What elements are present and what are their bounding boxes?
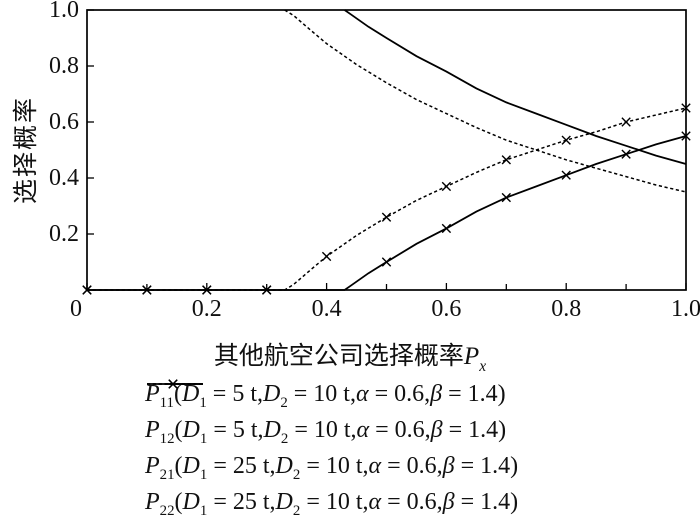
series-line-P11 xyxy=(344,9,687,165)
legend-item-P21: P21(D1 = 25 t,D2 = 10 t,α = 0.6,β = 1.4) xyxy=(145,383,519,484)
x-tick-label: 0 xyxy=(70,296,82,322)
x-marker xyxy=(441,181,452,192)
x-marker xyxy=(561,135,571,145)
series-P22 xyxy=(82,103,691,295)
series-P11 xyxy=(344,9,687,165)
x-marker xyxy=(82,285,92,295)
series-line-P21 xyxy=(284,9,687,193)
y-tick-label: 0.4 xyxy=(49,165,79,191)
chart-canvas xyxy=(82,9,691,295)
legend-item-P11: P11(D1 = 5 t,D2 = 10 t,α = 0.6,β = 1.4) xyxy=(145,376,518,412)
x-marker xyxy=(441,223,452,234)
series-line-P12 xyxy=(87,135,687,291)
x-marker xyxy=(168,379,178,389)
legend-sample-dash-x-icon xyxy=(147,379,203,389)
x-marker xyxy=(681,131,691,141)
x-marker xyxy=(561,170,571,180)
x-marker xyxy=(262,285,272,295)
legend-label-P22: P22(D1 = 25 t,D2 = 10 t,α = 0.6,β = 1.4) xyxy=(145,488,519,519)
y-tick-label: 0.2 xyxy=(49,221,79,247)
x-axis-title: 其他航空公司选择概率Px xyxy=(213,343,487,375)
x-marker xyxy=(321,251,332,262)
y-tick-label: 1.0 xyxy=(49,0,79,23)
x-tick-label: 1.0 xyxy=(671,296,700,322)
series-line-P22 xyxy=(87,107,687,291)
plot-box xyxy=(86,9,687,291)
y-tick-label: 0.8 xyxy=(49,53,79,79)
y-tick-label: 0.6 xyxy=(49,109,79,135)
x-marker xyxy=(621,149,631,159)
x-tick-label: 0.2 xyxy=(191,296,222,322)
legend: P11(D1 = 5 t,D2 = 10 t,α = 0.6,β = 1.4) P… xyxy=(145,376,518,519)
x-marker xyxy=(202,285,212,295)
series-P21 xyxy=(284,9,687,193)
legend-item-P12: P12(D1 = 5 t,D2 = 10 t,α = 0.6,β = 1.4) xyxy=(145,379,518,448)
x-marker xyxy=(681,103,691,113)
x-marker xyxy=(381,257,392,267)
x-marker xyxy=(501,192,511,203)
x-marker xyxy=(501,155,511,165)
x-tick-label: 0.8 xyxy=(551,296,582,322)
legend-label-P11: P11(D1 = 5 t,D2 = 10 t,α = 0.6,β = 1.4) xyxy=(145,380,506,411)
x-tick-label: 0.6 xyxy=(431,296,462,322)
x-marker xyxy=(621,117,631,127)
legend-label-P21: P21(D1 = 25 t,D2 = 10 t,α = 0.6,β = 1.4) xyxy=(145,452,519,483)
series-P12 xyxy=(82,131,691,295)
legend-label-P12: P12(D1 = 5 t,D2 = 10 t,α = 0.6,β = 1.4) xyxy=(145,416,507,447)
legend-item-P22: P22(D1 = 25 t,D2 = 10 t,α = 0.6,β = 1.4) xyxy=(145,379,519,519)
x-marker xyxy=(142,285,152,295)
x-marker xyxy=(381,212,392,222)
x-tick-label: 0.4 xyxy=(311,296,342,322)
